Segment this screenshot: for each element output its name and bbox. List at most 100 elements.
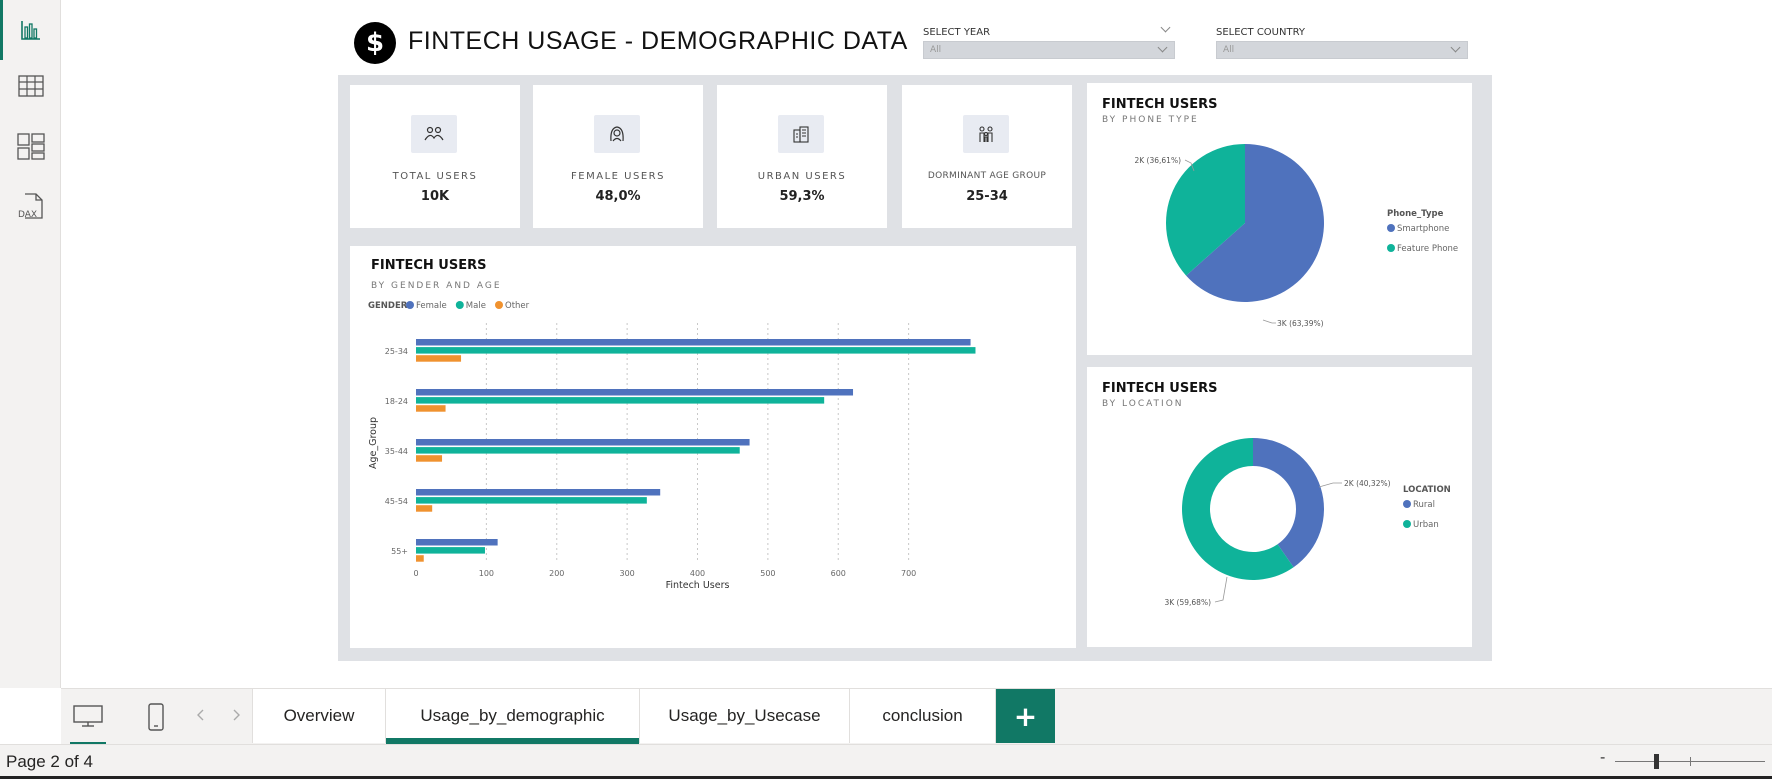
data-label-leader [1318, 482, 1342, 488]
page-title: FINTECH USAGE - DEMOGRAPHIC DATA [408, 27, 908, 55]
country-slicer-dropdown[interactable]: All [1216, 41, 1468, 59]
zoom-slider-tick [1690, 757, 1691, 766]
window-bottom-edge [0, 776, 1772, 779]
gender-age-bar-chart[interactable]: GENDER Female Male Other 0 100 200 300 400 500 600… [350, 246, 1076, 648]
desktop-layout-button[interactable] [69, 697, 107, 745]
data-label: 2K (36,61%) [1134, 156, 1181, 165]
legend-swatch [455, 301, 464, 309]
legend-label: Other [505, 301, 530, 311]
slice-rural [1253, 438, 1324, 568]
legend-label: Smartphone [1397, 224, 1449, 234]
bar-other-18-24 [416, 405, 446, 412]
x-tick-label: 100 [479, 569, 494, 578]
chevron-right-icon [233, 709, 240, 721]
zoom-out-button[interactable]: - [1600, 749, 1606, 766]
gender-age-bar-chart-card[interactable]: FINTECH USERS BY GENDER AND AGE GENDER Fe… [350, 246, 1076, 648]
table-view-button[interactable] [0, 56, 61, 116]
kpi-card-total-users[interactable]: TOTAL USERS 10K [350, 85, 520, 228]
x-tick-label: 0 [413, 569, 418, 578]
kpi-value: 25-34 [966, 189, 1008, 204]
report-header: $ FINTECH USAGE - DEMOGRAPHIC DATA SELEC… [338, 11, 1492, 75]
location-donut-chart[interactable]: 2K (40,32%) 3K (59,68%) LOCATION Rural Urban [1087, 367, 1472, 647]
bar-other-45-54 [416, 505, 433, 512]
model-view-button[interactable] [0, 116, 61, 176]
kpi-card-female-users[interactable]: FEMALE USERS 48,0% [533, 85, 703, 228]
x-tick-label: 700 [901, 569, 916, 578]
legend-label: Female [416, 301, 447, 311]
chevron-left-icon [197, 709, 204, 721]
status-bar: Page 2 of 4 - [0, 744, 1772, 779]
mobile-layout-button[interactable] [141, 697, 171, 737]
slice-smartphone [1186, 144, 1324, 302]
bar-male-45-54 [416, 497, 647, 504]
female-icon [594, 115, 640, 153]
tab-label: Usage_by_Usecase [668, 706, 821, 725]
bar-female-45-54 [416, 489, 661, 496]
kpi-label: FEMALE USERS [571, 171, 665, 182]
bar-male-55+ [416, 547, 485, 554]
phone-type-pie-card[interactable]: FINTECH USERS BY PHONE TYPE 3K (63,39%) 2… [1087, 83, 1472, 355]
legend-label: Urban [1413, 520, 1439, 530]
legend-swatch [1403, 500, 1411, 508]
kpi-value: 48,0% [595, 189, 641, 204]
report-view-button[interactable] [0, 0, 61, 60]
location-donut-card[interactable]: FINTECH USERS BY LOCATION 2K (40,32%) 3K … [1087, 367, 1472, 647]
page-indicator: Page 2 of 4 [6, 752, 93, 771]
y-tick-label: 18-24 [385, 397, 408, 406]
year-slicer-label: SELECT YEAR [923, 22, 1175, 41]
kpi-value: 59,3% [779, 189, 825, 204]
legend-swatch [1403, 520, 1411, 528]
kpi-label: TOTAL USERS [392, 171, 478, 182]
legend-swatch [1387, 224, 1395, 232]
bar-other-25-34 [416, 355, 462, 362]
chevron-down-icon [1450, 42, 1461, 53]
tab-label: conclusion [882, 706, 963, 725]
kpi-label: DORMINANT AGE GROUP [927, 171, 1047, 181]
bar-male-25-34 [416, 347, 976, 354]
data-label-leader [1214, 576, 1228, 603]
view-rail: DAX [0, 0, 61, 688]
legend-swatch [406, 301, 414, 309]
bar-male-18-24 [416, 397, 825, 404]
legend-title: Phone_Type [1387, 209, 1444, 219]
tab-usage-by-usecase[interactable]: Usage_by_Usecase [640, 689, 850, 743]
year-slicer-dropdown[interactable]: All [923, 41, 1175, 59]
data-label: 3K (59,68%) [1164, 598, 1211, 607]
add-page-button[interactable]: + [996, 689, 1055, 743]
tab-conclusion[interactable]: conclusion [850, 689, 996, 743]
year-slicer[interactable]: SELECT YEAR All [923, 22, 1175, 59]
legend-label: Male [466, 301, 486, 311]
kpi-card-urban-users[interactable]: URBAN USERS 59,3% [717, 85, 887, 228]
visual-title: FINTECH USERS [371, 258, 487, 273]
tab-label: Usage_by_demographic [420, 706, 605, 725]
kpi-card-dominant-age[interactable]: DORMINANT AGE GROUP 25-34 [902, 85, 1072, 228]
y-tick-label: 25-34 [385, 347, 408, 356]
building-icon [778, 115, 824, 153]
tab-usage-by-demographic[interactable]: Usage_by_demographic [386, 689, 640, 744]
tab-overview[interactable]: Overview [252, 689, 386, 743]
tab-label: Overview [283, 706, 355, 725]
bar-male-35-44 [416, 447, 740, 454]
visual-subtitle: BY PHONE TYPE [1102, 115, 1199, 125]
zoom-slider-thumb[interactable] [1654, 754, 1659, 769]
model-icon [16, 133, 45, 160]
bar-female-25-34 [416, 339, 971, 346]
page-tab-bar: Overview Usage_by_demographic Usage_by_U… [61, 688, 1772, 745]
country-slicer-value: All [1223, 45, 1235, 55]
phone-type-pie-chart[interactable]: 3K (63,39%) 2K (36,61%) Phone_Type Smartpho… [1087, 83, 1472, 355]
kpi-value: 10K [420, 189, 450, 204]
desktop-icon [73, 705, 103, 727]
bar-chart-icon [20, 21, 40, 40]
dax-icon: DAX [18, 193, 43, 220]
dax-query-view-button[interactable]: DAX [0, 176, 61, 236]
chevron-down-icon[interactable] [1160, 22, 1171, 33]
scroll-tabs-left-button[interactable] [195, 707, 209, 727]
y-axis-title: Age_Group [368, 417, 379, 469]
scroll-tabs-right-button[interactable] [232, 707, 246, 727]
bar-female-35-44 [416, 439, 750, 446]
legend-swatch [495, 301, 503, 309]
slice-feature-phone [1166, 144, 1245, 276]
phone-icon [148, 703, 164, 731]
country-slicer[interactable]: SELECT COUNTRY All [1216, 25, 1468, 59]
